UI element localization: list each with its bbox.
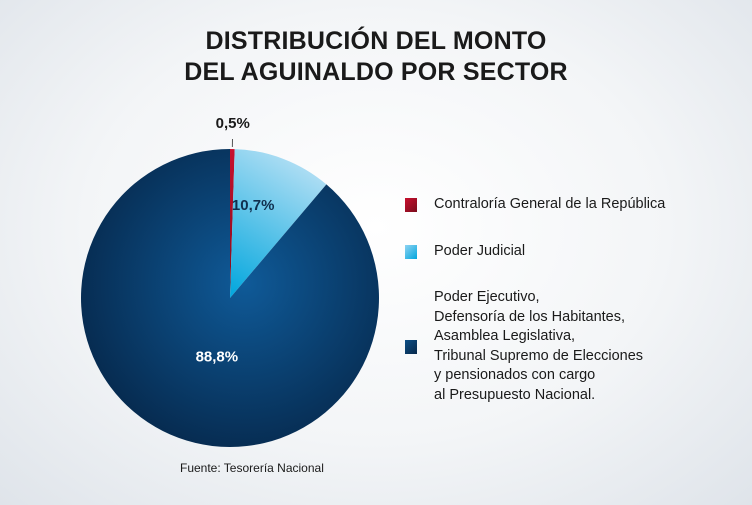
chart-title-line-1: DISTRIBUCIÓN DEL MONTO	[205, 27, 547, 55]
pie-slice-contraloria	[230, 149, 235, 298]
source-note: Fuente: Tesorería Nacional	[180, 461, 324, 475]
legend-label-contraloria: Contraloría General de la República	[434, 196, 666, 212]
legend-label-poder-ejecutivo: Poder Ejecutivo, Defensoría de los Habit…	[434, 289, 644, 403]
pie-slice-poder-ejecutivo	[81, 149, 380, 447]
legend-swatch-poder-judicial	[405, 244, 417, 259]
legend-item-poder-ejecutivo: Poder Ejecutivo, Defensoría de los Habit…	[405, 288, 643, 405]
legend-label-poder-judicial: Poder Judicial	[434, 243, 526, 259]
legend-item-contraloria: Contraloría General de la República	[405, 195, 665, 215]
pie-label-poder-judicial: 10,7%	[232, 197, 275, 214]
legend-swatch-contraloria	[405, 197, 417, 212]
legend-item-poder-judicial: Poder Judicial	[405, 242, 525, 262]
chart-title: DISTRIBUCIÓN DEL MONTO DEL AGUINALDO POR…	[0, 26, 752, 88]
chart-title-line-2: DEL AGUINALDO POR SECTOR	[184, 58, 568, 86]
pie-label-poder-ejecutivo: 88,8%	[196, 349, 239, 366]
pie-slice-poder-judicial	[230, 149, 327, 298]
pie-label-contraloria: 0,5%	[216, 115, 250, 132]
legend-swatch-poder-ejecutivo	[405, 339, 417, 354]
